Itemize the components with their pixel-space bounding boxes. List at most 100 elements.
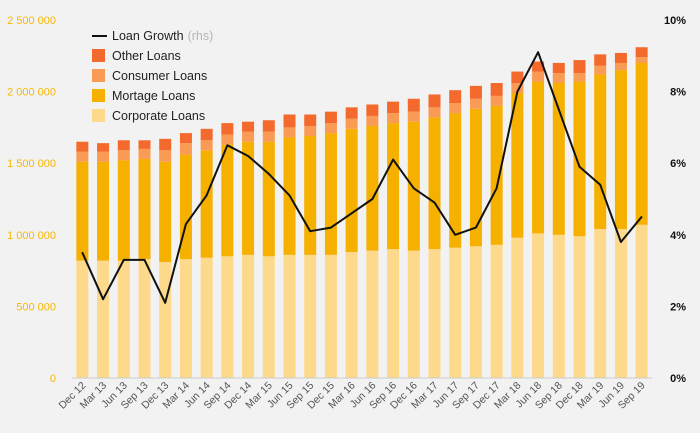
legend-label-consumer-loans: Consumer Loans [112,69,207,83]
bar-consumer-loans [407,111,420,122]
loan-growth-point [350,212,353,215]
bar-consumer-loans [573,72,586,82]
bar-consumer-loans [614,62,627,71]
bar-corporate-loans [138,259,151,378]
bar-consumer-loans [635,57,648,63]
bar-consumer-loans [345,118,358,129]
y-right-tick-label: 8% [670,87,686,99]
bar-mortage-loans [635,62,648,225]
legend-swatch-other-loans [92,49,105,62]
bar-corporate-loans [304,254,317,378]
bar-corporate-loans [366,250,379,378]
bar-other-loans [97,143,110,152]
bar-consumer-loans [179,143,192,155]
loan-growth-point [226,144,229,147]
legend: Loan Growth (rhs) Other Loans Consumer Lo… [92,29,213,123]
bar-consumer-loans [117,150,130,161]
bar-corporate-loans [532,233,545,378]
bar-corporate-loans [179,259,192,378]
bar-mortage-loans [324,133,337,255]
bar-corporate-loans [594,229,607,378]
bar-mortage-loans [138,158,151,260]
loan-growth-line [81,51,643,304]
bar-mortage-loans [97,161,110,261]
bar-consumer-loans [449,103,462,114]
loan-growth-point [330,226,332,229]
loan-growth-point [371,198,374,200]
bar-consumer-loans [594,65,607,75]
bar-consumer-loans [200,140,213,151]
bar-other-loans [76,141,89,152]
bar-other-loans [635,47,648,58]
bar-other-loans [594,54,607,66]
bar-consumer-loans [262,131,275,142]
bar-other-loans [387,101,400,114]
bar-mortage-loans [262,141,275,257]
bar-other-loans [262,120,275,132]
bar-consumer-loans [552,72,565,84]
bar-other-loans [490,83,503,96]
bar-other-loans [428,94,441,108]
bar-mortage-loans [532,81,545,234]
y-right-tick-label: 6% [670,158,686,170]
bar-consumer-loans [138,148,151,159]
bar-other-loans [221,123,234,135]
bar-mortage-loans [221,144,234,257]
bar-corporate-loans [76,260,89,378]
bar-corporate-loans [573,236,586,378]
legend-swatch-consumer-loans [92,69,105,82]
bar-other-loans [283,114,296,128]
y-left-tick-label: 0 [50,373,56,385]
loan-growth-point [516,90,519,93]
bar-corporate-loans [449,247,462,378]
bar-corporate-loans [324,254,337,378]
loan-growth-point [164,302,167,304]
loan-growth-point [122,259,125,261]
bar-other-loans [200,128,213,141]
bar-consumer-loans [304,125,317,136]
bar-consumer-loans [324,123,337,134]
bar-other-loans [532,61,545,72]
bar-corporate-loans [428,249,441,378]
bar-other-loans [138,140,151,149]
legend-label-mortage-loans: Mortage Loans [112,89,195,103]
bar-consumer-loans [387,113,400,124]
bar-consumer-loans [366,115,379,126]
legend-swatch-corporate-loans [92,109,105,122]
bar-other-loans [614,52,627,63]
y-left-tick-label: 500 000 [16,301,56,313]
bar-other-loans [449,90,462,104]
loan-growth-point [143,259,146,261]
loan-growth-point [102,298,104,301]
bar-other-loans [117,140,130,151]
loan-growth-point [412,187,415,190]
loan-growth-point [81,251,84,254]
bar-corporate-loans [552,234,565,378]
loan-growth-point [185,223,187,225]
bar-corporate-loans [221,256,234,378]
y-left-tick-label: 1 000 000 [7,230,56,242]
y-right-tick-label: 10% [664,15,686,27]
bar-consumer-loans [428,107,441,118]
loan-growth-point [640,216,643,218]
bar-mortage-loans [614,70,627,230]
bar-mortage-loans [117,160,130,261]
bar-corporate-loans [511,237,524,378]
legend-label-corporate-loans: Corporate Loans [112,109,205,123]
bar-mortage-loans [511,93,524,238]
y-right-tick-label: 4% [670,230,686,242]
loan-growth-point [288,194,291,197]
loan-growth-point [433,201,436,204]
bar-mortage-loans [407,121,420,251]
bar-other-loans [179,133,192,144]
bar-mortage-loans [490,105,503,245]
bar-mortage-loans [573,81,586,237]
bar-mortage-loans [76,161,89,261]
bar-corporate-loans [159,262,172,378]
bar-corporate-loans [97,260,110,378]
y-right-tick-label: 0% [670,373,686,385]
loan-growth-points [81,51,643,304]
bar-consumer-loans [221,134,234,145]
bar-other-loans [511,71,524,84]
